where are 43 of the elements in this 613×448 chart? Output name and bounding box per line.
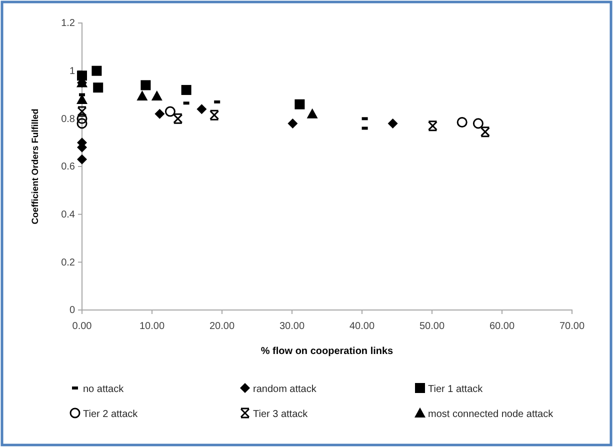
point bbox=[76, 118, 88, 129]
legend-label: most connected node attack bbox=[428, 409, 554, 420]
point bbox=[196, 104, 207, 114]
point bbox=[140, 80, 151, 90]
legend-label: Tier 1 attack bbox=[428, 384, 484, 395]
point bbox=[93, 82, 104, 93]
x-tick-label: 50.00 bbox=[419, 321, 445, 332]
y-tick-label: 1 bbox=[69, 66, 76, 78]
point bbox=[480, 126, 490, 138]
x-tick-label: 10.00 bbox=[139, 321, 165, 332]
x-tick-label: 40.00 bbox=[349, 321, 375, 332]
point bbox=[77, 70, 87, 81]
x-tick-label: 20.00 bbox=[209, 321, 235, 332]
legend-label: no attack bbox=[83, 384, 125, 395]
point bbox=[428, 120, 438, 132]
point bbox=[92, 66, 102, 76]
legend-label: Tier 3 attack bbox=[253, 409, 309, 420]
legend-label: random attack bbox=[253, 384, 318, 395]
point bbox=[288, 118, 298, 128]
point bbox=[388, 118, 398, 128]
x-axis-title: % flow on cooperation links bbox=[260, 346, 394, 357]
y-tick-label: 0.2 bbox=[61, 257, 76, 268]
point bbox=[151, 90, 162, 100]
y-tick-label: 0 bbox=[69, 305, 76, 316]
point bbox=[154, 108, 165, 119]
y-tick-label: 0.6 bbox=[61, 162, 76, 173]
point bbox=[306, 108, 318, 118]
legend-label: Tier 2 attack bbox=[83, 409, 139, 420]
point bbox=[294, 99, 305, 110]
x-tick-label: 30.00 bbox=[279, 321, 305, 332]
y-tick-label: 0.4 bbox=[61, 210, 76, 221]
y-tick-label: 1.2 bbox=[61, 18, 76, 30]
x-tick-label: 60.00 bbox=[489, 321, 515, 332]
x-tick-label: 70.00 bbox=[559, 321, 585, 332]
point bbox=[181, 84, 192, 95]
point bbox=[136, 90, 148, 100]
y-tick-label: 0.8 bbox=[61, 114, 76, 125]
point bbox=[210, 110, 220, 120]
point bbox=[456, 117, 468, 128]
point bbox=[472, 118, 484, 129]
x-tick-label: 0.00 bbox=[72, 321, 92, 332]
y-axis-title: Coefficient Orders Fulfilled bbox=[30, 108, 40, 224]
point bbox=[77, 154, 87, 164]
